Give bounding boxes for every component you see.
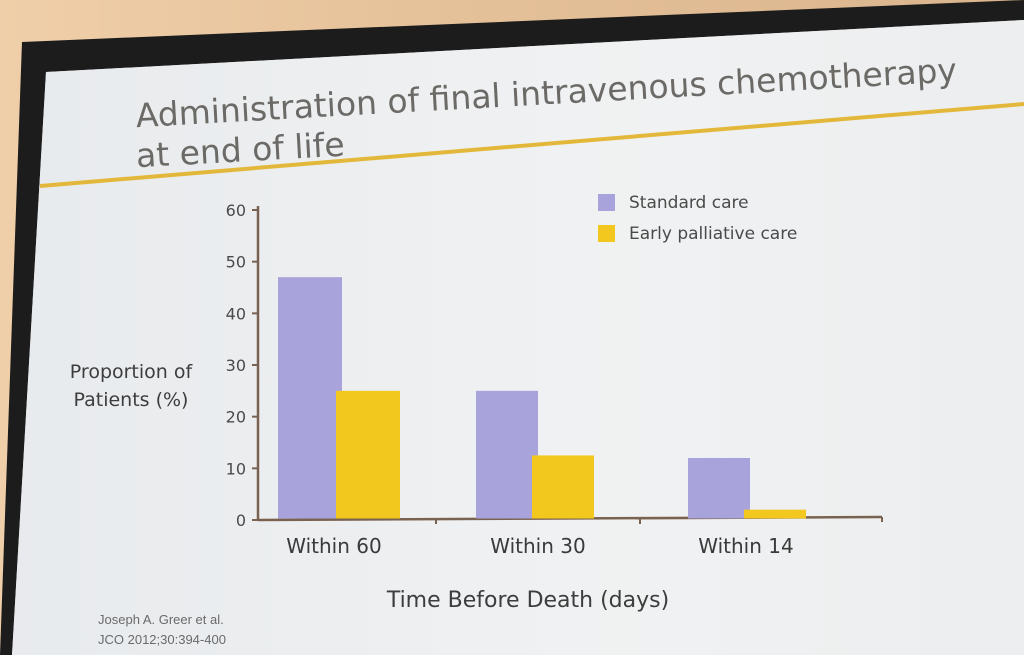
x-axis-label: Time Before Death (days) bbox=[386, 588, 669, 613]
y-tick-label: 20 bbox=[226, 408, 246, 427]
y-tick-label: 50 bbox=[226, 253, 246, 272]
citation-journal: JCO 2012;30:394-400 bbox=[98, 632, 226, 647]
bar-early-palliative-care-within-14 bbox=[744, 509, 806, 519]
bar-standard-care-within-60 bbox=[278, 277, 342, 519]
legend-label-standard-care: Standard care bbox=[629, 193, 749, 213]
y-tick-label: 10 bbox=[226, 459, 246, 478]
y-tick-label: 40 bbox=[226, 304, 246, 323]
legend-label-early-palliative-care: Early palliative care bbox=[629, 224, 797, 244]
x-category-label: Within 60 bbox=[286, 534, 381, 558]
y-tick-label: 30 bbox=[226, 356, 246, 375]
slide-shading bbox=[12, 20, 1024, 655]
citation-authors: Joseph A. Greer et al. bbox=[98, 612, 224, 627]
y-axis-label-line2: Patients (%) bbox=[74, 389, 189, 411]
legend-swatch-standard-care bbox=[598, 194, 615, 211]
x-category-label: Within 14 bbox=[698, 534, 793, 558]
y-tick-label: 0 bbox=[236, 511, 246, 530]
legend-swatch-early-palliative-care bbox=[598, 225, 615, 242]
bar-early-palliative-care-within-30 bbox=[532, 455, 594, 519]
bar-chart: Proportion of Patients (%) Time Before D… bbox=[70, 193, 883, 613]
y-tick-label: 60 bbox=[226, 201, 246, 220]
y-axis-label-line1: Proportion of bbox=[70, 361, 194, 383]
chart-ticks: 0 10 20 30 40 50 60 bbox=[226, 201, 258, 530]
chart-bars bbox=[278, 277, 806, 519]
bar-standard-care-within-14 bbox=[688, 458, 750, 519]
chart-legend: Standard care Early palliative care bbox=[598, 193, 797, 244]
chart-category-labels: Within 60 Within 30 Within 14 bbox=[286, 517, 883, 558]
bar-standard-care-within-30 bbox=[476, 390, 538, 519]
x-category-label: Within 30 bbox=[490, 534, 585, 558]
title-accent-line bbox=[39, 102, 1024, 188]
bar-early-palliative-care-within-60 bbox=[336, 390, 400, 519]
